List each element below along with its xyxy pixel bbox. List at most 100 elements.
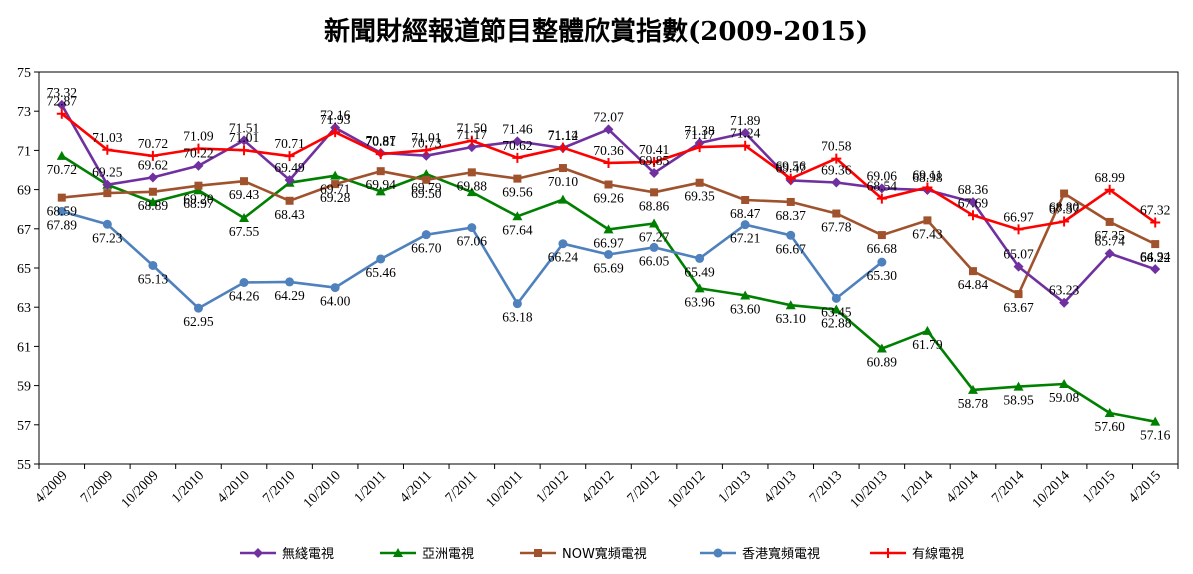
data-label: 70.36 [593, 143, 624, 158]
data-label: 71.17 [684, 127, 715, 142]
series-4-point [512, 299, 522, 309]
data-label: 63.67 [1003, 300, 1034, 315]
series-3-point [422, 175, 431, 184]
data-label: 71.51 [229, 120, 259, 135]
chart-title: 新聞財經報道節目整體欣賞指數(2009-2015) [324, 16, 868, 47]
legend-label: NOW寬頻電視 [562, 546, 647, 562]
data-label: 70.72 [47, 162, 77, 177]
series-1-point [147, 172, 158, 183]
series-5-point [649, 156, 660, 167]
x-tick-label: 10/2013 [848, 468, 891, 511]
y-tick-label: 69 [17, 184, 31, 199]
data-label: 67.89 [47, 217, 78, 232]
x-tick-label: 1/2010 [169, 468, 207, 506]
series-4-point [740, 220, 750, 230]
data-label: 69.50 [411, 186, 442, 201]
series-3-point [467, 168, 476, 177]
series-4-point [376, 254, 386, 264]
series-4-point [831, 293, 841, 303]
x-tick-label: 4/2013 [761, 468, 799, 506]
series-3-point [1014, 290, 1023, 299]
data-label: 57.60 [1094, 419, 1125, 434]
data-label: 67.64 [502, 222, 533, 237]
series-2-point [330, 170, 341, 180]
x-tick-label: 7/2012 [625, 468, 663, 506]
series-4-point [604, 249, 613, 259]
x-tick-label: 1/2014 [898, 468, 936, 506]
series-5-point [193, 143, 204, 154]
series-2-point [967, 384, 978, 394]
series-layer [56, 99, 1161, 426]
data-label: 65.46 [366, 265, 397, 280]
data-label: 71.24 [730, 126, 761, 141]
series-2-point [694, 283, 705, 293]
data-label: 66.67 [776, 241, 807, 256]
series-1-point [284, 174, 295, 185]
series-5 [56, 108, 1161, 235]
data-label: 71.89 [730, 113, 761, 128]
series-5-point [876, 193, 887, 204]
data-label: 69.26 [593, 191, 624, 206]
data-label: 63.96 [684, 294, 715, 309]
data-label: 58.78 [958, 396, 989, 411]
series-4-point [239, 278, 249, 288]
data-label: 68.98 [912, 170, 943, 185]
data-label: 63.60 [730, 301, 761, 316]
data-label: 69.79 [411, 180, 442, 195]
data-label: 67.32 [1140, 203, 1170, 218]
data-label: 69.85 [639, 153, 670, 168]
data-label: 63.45 [821, 304, 852, 319]
y-tick-label: 63 [17, 301, 31, 316]
legend-label: 亞洲電視 [422, 547, 474, 562]
data-label: 65.30 [867, 268, 898, 283]
data-label: 70.41 [639, 142, 669, 157]
data-label: 61.79 [912, 337, 943, 352]
series-4-point [102, 219, 112, 229]
y-tick-label: 65 [17, 262, 31, 277]
data-label: 70.22 [183, 146, 213, 161]
series-2-point [375, 186, 386, 196]
data-label: 65.49 [684, 264, 715, 279]
series-3-point [604, 180, 613, 189]
series-1-point [1104, 248, 1115, 259]
legend-item-1: 無綫電視 [240, 547, 334, 562]
series-2-point [649, 218, 660, 228]
data-label: 69.20 [183, 192, 214, 207]
data-label: 64.29 [274, 288, 305, 303]
series-2-point [56, 150, 67, 160]
data-label: 57.16 [1140, 428, 1171, 443]
legend-swatch-marker [534, 549, 542, 557]
series-2-point [831, 304, 842, 314]
series-5-point [56, 108, 67, 119]
series-2-point [1059, 379, 1070, 389]
data-label: 69.06 [867, 168, 898, 183]
series-1-point [876, 183, 887, 194]
series-1 [56, 99, 1161, 308]
data-label: 67.21 [730, 231, 760, 246]
data-label: 67.37 [1049, 202, 1080, 217]
series-5-point [147, 150, 158, 161]
series-3-point [285, 196, 294, 205]
data-label: 68.97 [183, 196, 214, 211]
data-label: 64.26 [229, 289, 260, 304]
series-1-point [466, 142, 477, 153]
y-tick-label: 71 [17, 144, 31, 159]
series-5-point [375, 149, 386, 160]
series-1-point [56, 99, 67, 110]
series-5-point [330, 127, 341, 138]
x-tick-label: 7/2014 [989, 468, 1027, 506]
data-labels: 73.32 69.25 69.62 70.22 71.51 69.49 72.16 70.87… [47, 85, 1171, 443]
data-label: 71.03 [92, 130, 123, 145]
series-2-point [1104, 408, 1115, 418]
series-1-point [831, 177, 842, 188]
x-tick-label: 10/2012 [665, 468, 708, 511]
data-label: 66.05 [639, 253, 670, 268]
data-label: 63.10 [776, 311, 807, 326]
data-label: 71.46 [502, 121, 533, 136]
series-5-point [466, 135, 477, 146]
data-label: 66.97 [593, 235, 624, 250]
legend-label: 香港寬頻電視 [742, 546, 820, 562]
data-label: 65.74 [1094, 233, 1125, 248]
data-label: 70.71 [274, 136, 304, 151]
